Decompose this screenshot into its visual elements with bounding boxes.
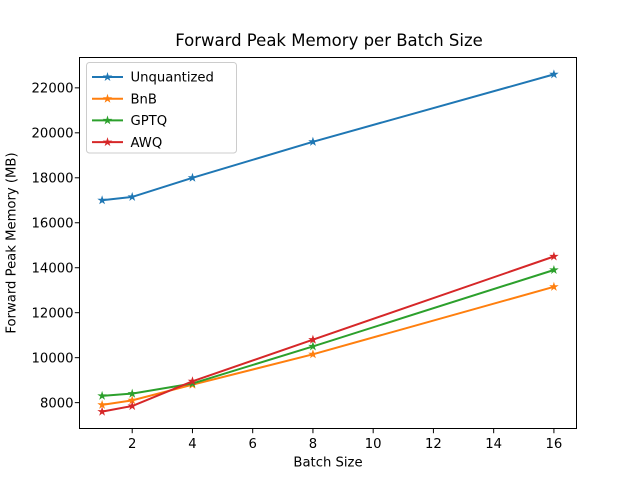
star-marker-icon bbox=[308, 341, 318, 351]
y-axis-label: Forward Peak Memory (MB) bbox=[5, 152, 20, 333]
star-marker-icon bbox=[549, 265, 559, 274]
legend-item-bnb: BnB bbox=[92, 92, 157, 107]
legend-star-marker-icon bbox=[102, 115, 113, 125]
x-tick-label: 14 bbox=[485, 437, 502, 452]
star-marker-icon bbox=[549, 69, 559, 79]
star-marker-icon bbox=[97, 399, 107, 409]
series-line-gptq bbox=[101, 269, 555, 397]
x-tick-label: 16 bbox=[546, 437, 563, 452]
legend-item-awq: AWQ bbox=[92, 136, 162, 151]
series-line-awq bbox=[101, 255, 555, 413]
star-marker-icon bbox=[97, 390, 107, 400]
star-marker-icon bbox=[549, 281, 559, 291]
y-tick-label: 18000 bbox=[32, 171, 74, 186]
star-marker-icon bbox=[308, 349, 318, 359]
star-marker-icon bbox=[97, 406, 107, 416]
legend-label: BnB bbox=[131, 92, 157, 107]
y-tick-label: 20000 bbox=[32, 126, 74, 141]
chart-title: Forward Peak Memory per Batch Size bbox=[175, 31, 483, 50]
y-tick-label: 10000 bbox=[32, 351, 74, 366]
star-marker-icon bbox=[308, 136, 318, 146]
y-tick-label: 14000 bbox=[32, 261, 74, 276]
star-marker-icon bbox=[187, 376, 198, 386]
legend-item-unquantized: Unquantized bbox=[92, 71, 214, 86]
x-tick-label: 6 bbox=[249, 437, 257, 452]
star-marker-icon bbox=[308, 334, 318, 344]
x-tick-label: 2 bbox=[128, 437, 136, 452]
x-tick-label: 8 bbox=[309, 437, 317, 452]
legend-label: AWQ bbox=[131, 136, 163, 151]
star-marker-icon bbox=[127, 395, 137, 405]
legend: Unquantized BnB GPTQ AWQ bbox=[86, 62, 237, 154]
legend-label: GPTQ bbox=[131, 114, 168, 129]
y-tick-label: 12000 bbox=[32, 306, 74, 321]
star-marker-icon bbox=[549, 251, 559, 261]
y-tick-label: 22000 bbox=[32, 82, 74, 97]
x-tick-label: 12 bbox=[425, 437, 442, 452]
star-marker-icon bbox=[127, 388, 137, 398]
chart-generated-layer: 2 4 6 8 10 12 14 16 8000 10000 12000 14000 16000 1800… bbox=[32, 57, 577, 452]
x-axis-label: Batch Size bbox=[293, 456, 362, 471]
star-marker-icon bbox=[127, 401, 137, 411]
legend-label: Unquantized bbox=[131, 71, 214, 86]
legend-box bbox=[86, 62, 237, 154]
legend-star-marker-icon bbox=[102, 137, 113, 147]
y-tick-label: 8000 bbox=[40, 396, 74, 411]
plot-area bbox=[79, 57, 577, 429]
star-marker-icon bbox=[187, 172, 198, 182]
y-tick-label: 16000 bbox=[32, 216, 74, 231]
star-marker-icon bbox=[97, 195, 107, 205]
legend-star-marker-icon bbox=[102, 72, 113, 81]
star-marker-icon bbox=[127, 191, 137, 201]
legend-item-gptq: GPTQ bbox=[92, 114, 167, 129]
x-tick-label: 4 bbox=[188, 437, 196, 452]
x-tick-label: 10 bbox=[365, 437, 382, 452]
legend-star-marker-icon bbox=[102, 93, 113, 103]
